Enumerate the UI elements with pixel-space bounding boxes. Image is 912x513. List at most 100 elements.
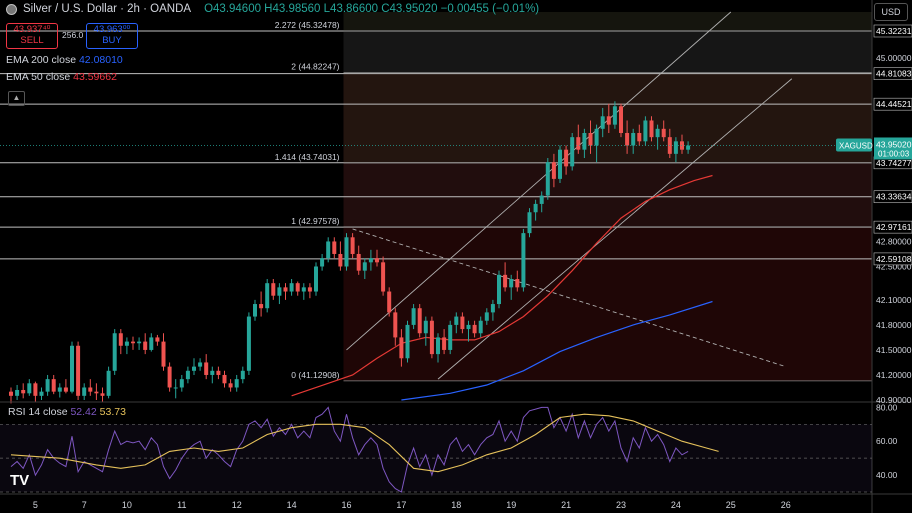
candle-body — [149, 337, 154, 350]
candle-body — [45, 379, 50, 392]
candle-body — [179, 379, 184, 388]
candle-body — [490, 304, 495, 313]
candle-body — [314, 266, 318, 292]
candle-body — [545, 162, 550, 196]
candle-body — [436, 337, 440, 355]
ema50-value: 43.59662 — [73, 71, 117, 83]
candle-body — [63, 387, 68, 392]
time-tick-label: 18 — [451, 500, 461, 510]
candle-body — [442, 337, 447, 350]
candle-body — [423, 320, 428, 334]
candle-body — [405, 324, 410, 359]
time-tick-label: 10 — [122, 500, 132, 510]
candle-body — [637, 132, 642, 142]
level-label: 44.81083 — [876, 69, 912, 79]
chevron-up-icon[interactable]: ▲ — [8, 91, 25, 106]
candle-body — [271, 283, 276, 296]
candle-body — [606, 116, 611, 125]
level-label: 42.97161 — [876, 222, 912, 232]
candle-body — [661, 128, 666, 138]
candle-body — [509, 279, 514, 288]
candle-body — [393, 312, 398, 338]
candle-body — [558, 149, 562, 179]
level-label: 42.59108 — [876, 254, 912, 264]
buy-label: BUY — [102, 35, 122, 46]
time-tick-label: 19 — [506, 500, 516, 510]
candle-body — [94, 391, 99, 394]
ema200-value: 42.08010 — [78, 54, 123, 66]
time-tick-label: 12 — [232, 500, 242, 510]
candle-body — [344, 237, 349, 267]
candle-body — [112, 333, 117, 371]
candle-body — [265, 283, 270, 309]
candle-body — [228, 383, 233, 388]
fib-label: 1.414 (43.74031) — [275, 152, 340, 162]
ohlc-readout: O43.94600 H43.98560 L43.86600 C43.95020 … — [204, 3, 540, 15]
ema200-legend[interactable]: EMA 200 close 42.08010 — [6, 54, 123, 66]
fib-label: 2.272 (45.32478) — [275, 20, 340, 30]
candle-body — [515, 279, 520, 288]
candle-body — [643, 120, 648, 142]
ema50-legend[interactable]: EMA 50 close 43.59662 — [6, 71, 117, 83]
symbol-logo-icon — [6, 3, 17, 15]
time-tick-label: 5 — [33, 500, 38, 510]
candle-body — [539, 195, 544, 204]
level-label: 43.74277 — [876, 158, 912, 168]
candle-body — [564, 149, 569, 167]
candle-body — [375, 258, 379, 263]
candle-body — [399, 337, 404, 359]
countdown-label: 01:00:03 — [878, 149, 910, 158]
fib-zone-top — [343, 12, 872, 31]
fib-label: 1 (42.97578) — [291, 216, 339, 226]
candle-body — [234, 379, 239, 388]
candle-body — [680, 141, 684, 150]
price-tick-label: 41.20000 — [876, 370, 912, 380]
candle-body — [15, 389, 20, 396]
candle-body — [82, 387, 87, 396]
rsi-label: RSI 14 close — [8, 406, 68, 418]
candle-body — [429, 320, 434, 355]
candle-body — [106, 370, 111, 396]
ema200-label: EMA 200 close — [6, 54, 77, 66]
candle-body — [173, 387, 178, 389]
candle-body — [576, 137, 581, 150]
ema200-line — [401, 300, 713, 401]
candle-body — [204, 362, 209, 375]
candle-body — [192, 366, 196, 371]
candle-body — [198, 362, 203, 367]
candle-body — [51, 379, 56, 392]
sell-button[interactable]: 43.937⁴⁰ SELL — [6, 23, 58, 49]
price-tick-label: 42.80000 — [876, 236, 912, 246]
trend-line — [352, 228, 786, 368]
candle-body — [466, 324, 471, 330]
rsi-ma-value: 53.73 — [99, 406, 126, 418]
candle-body — [246, 316, 251, 371]
candle-body — [497, 274, 501, 305]
time-tick-label: 14 — [287, 500, 297, 510]
candle-body — [484, 312, 489, 321]
time-tick-label: 16 — [341, 500, 351, 510]
candle-body — [588, 132, 593, 146]
candle-body — [240, 370, 245, 380]
candle-body — [259, 304, 264, 309]
level-label: 45.32231 — [876, 26, 912, 36]
candle-body — [612, 106, 617, 125]
candle-body — [88, 387, 93, 392]
symbol-tag — [836, 138, 872, 152]
rsi-legend[interactable]: RSI 14 close 52.42 53.73 — [8, 406, 126, 418]
candle-body — [478, 320, 483, 334]
time-tick-label: 7 — [82, 500, 87, 510]
candle-body — [137, 341, 142, 344]
candle-body — [460, 316, 465, 330]
candle-body — [277, 287, 282, 296]
buy-button[interactable]: 43.963⁰⁰ BUY — [86, 23, 138, 49]
candle-body — [594, 128, 599, 146]
fib-zone — [343, 226, 872, 381]
currency-button[interactable]: USD — [874, 3, 908, 21]
fib-zone — [343, 30, 872, 73]
candle-body — [216, 370, 221, 375]
candle-body — [686, 145, 691, 150]
candle-body — [155, 337, 160, 342]
chart-header: Silver / U.S. Dollar · 2h · OANDA O43.94… — [6, 3, 539, 15]
